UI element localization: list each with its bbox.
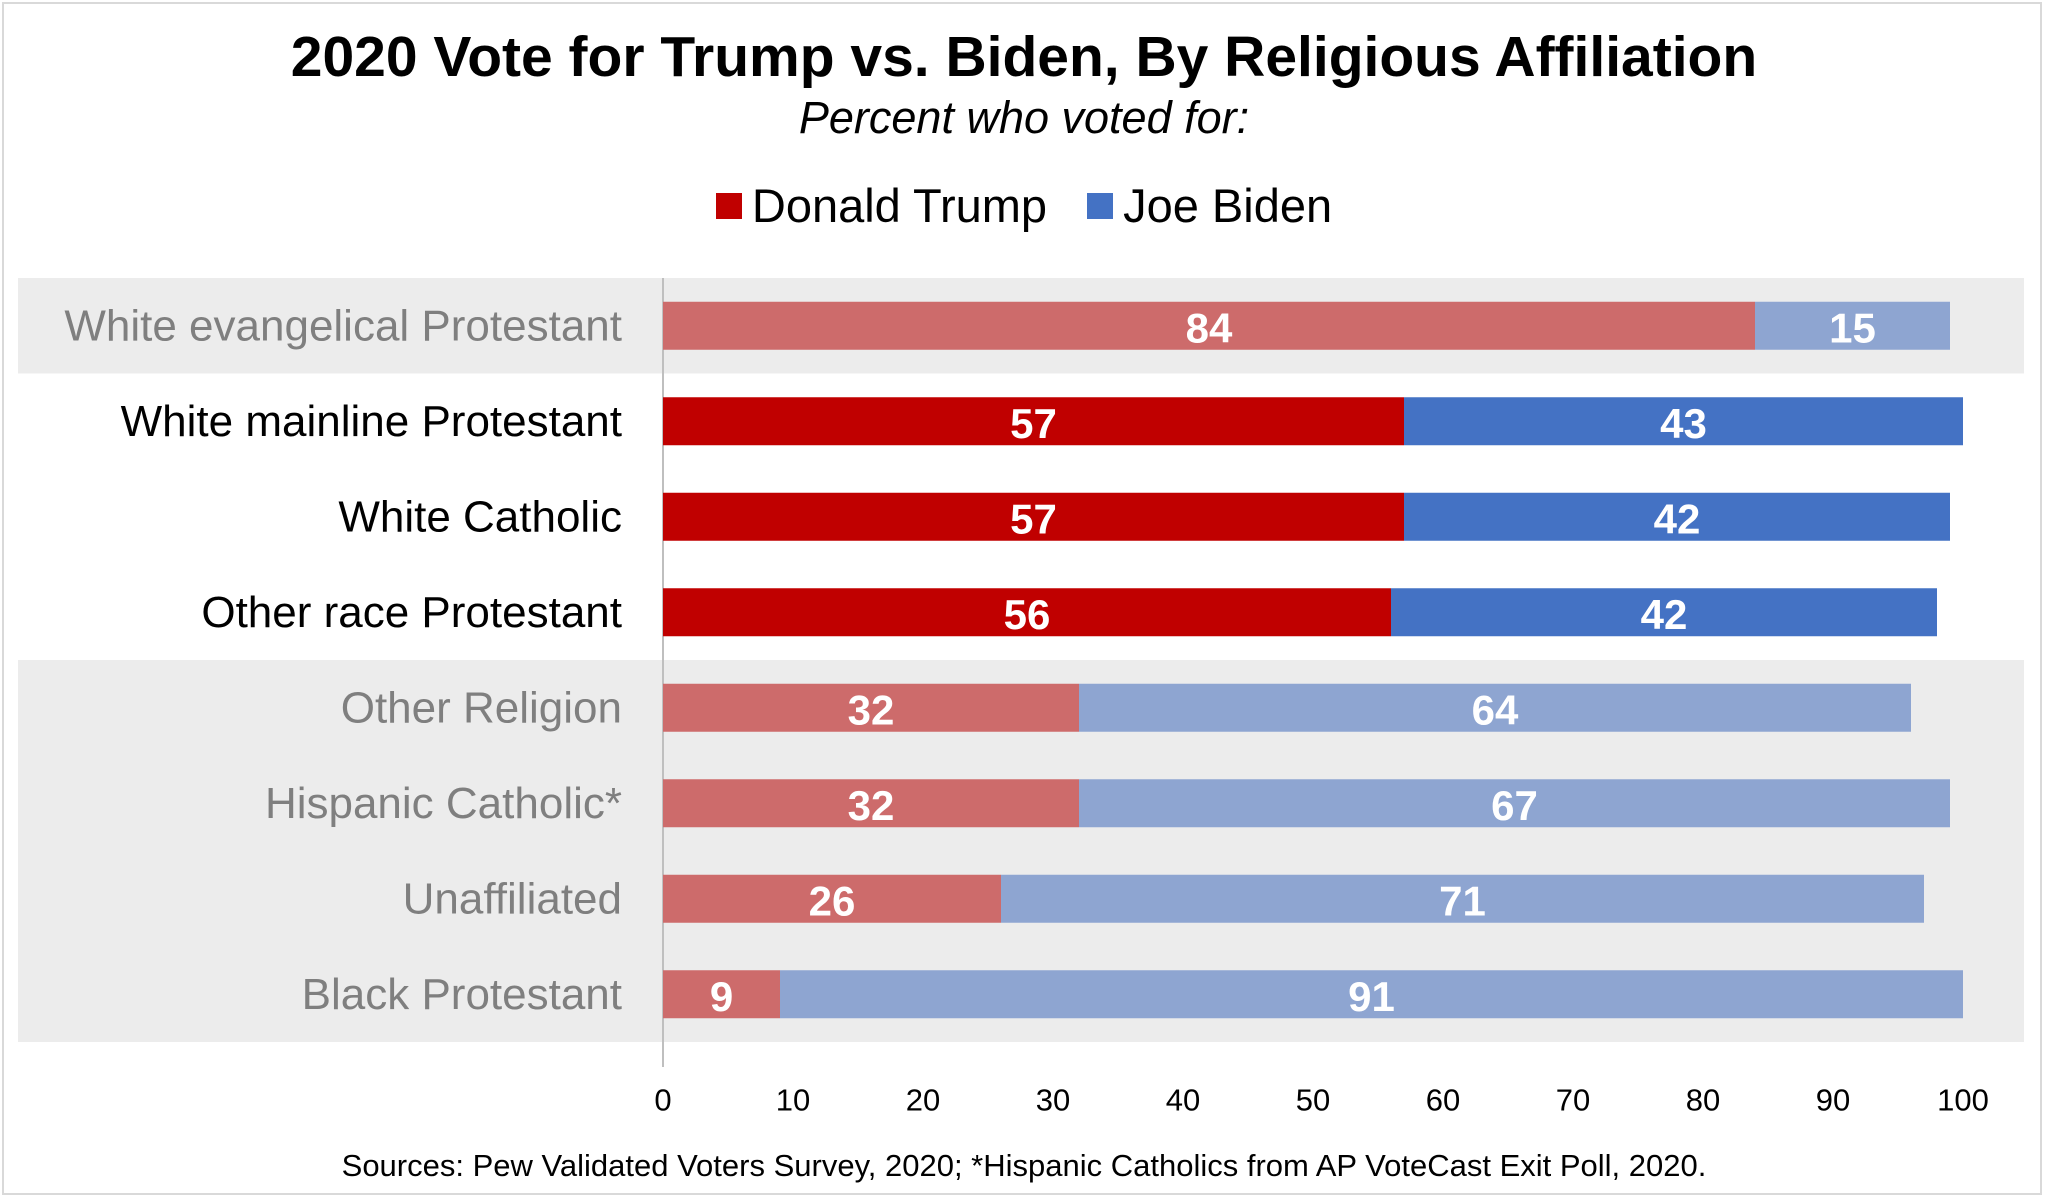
legend-item-trump: Donald Trump	[715, 178, 1048, 233]
bar-trump	[663, 397, 1404, 446]
bar-trump	[663, 970, 780, 1019]
bar-biden	[1079, 779, 1950, 828]
bar-trump	[663, 779, 1079, 828]
x-tick-label: 90	[1816, 1083, 1850, 1118]
chart-plot: White evangelical Protestant 84 15 White ma…	[18, 278, 2024, 1118]
data-label-trump: 32	[848, 686, 895, 733]
x-tick-label: 10	[776, 1083, 810, 1118]
category-label: Unaffiliated	[403, 874, 622, 923]
x-tick-label: 40	[1166, 1083, 1200, 1118]
x-tick-label: 70	[1556, 1083, 1590, 1118]
legend-label-biden: Joe Biden	[1123, 179, 1333, 232]
legend: Donald Trump Joe Biden	[0, 178, 2048, 233]
category-label: Black Protestant	[302, 970, 622, 1019]
bar-trump	[663, 301, 1755, 350]
legend-swatch-biden	[1087, 192, 1114, 219]
bar-biden	[1001, 874, 1924, 923]
chart-title: 2020 Vote for Trump vs. Biden, By Religi…	[290, 25, 1758, 89]
data-label-biden: 42	[1654, 495, 1701, 542]
x-tick-label: 30	[1036, 1083, 1070, 1118]
category-label: White Catholic	[338, 492, 622, 541]
data-label-biden: 91	[1348, 973, 1395, 1020]
data-label-biden: 15	[1829, 304, 1876, 351]
x-tick-label: 100	[1937, 1083, 1989, 1118]
data-label-trump: 57	[1010, 495, 1057, 542]
data-label-trump: 56	[1004, 591, 1051, 638]
data-label-biden: 42	[1641, 591, 1688, 638]
legend-swatch-trump	[715, 192, 742, 219]
category-label: Hispanic Catholic*	[265, 779, 622, 828]
data-label-biden: 67	[1491, 782, 1538, 829]
category-label: White mainline Protestant	[121, 397, 622, 446]
x-tick-label: 20	[906, 1083, 940, 1118]
data-label-trump: 32	[848, 782, 895, 829]
bar-trump	[663, 683, 1079, 732]
bar-biden	[1404, 397, 1963, 446]
x-tick-label: 60	[1426, 1083, 1460, 1118]
data-label-trump: 9	[710, 973, 733, 1020]
x-tick-label: 50	[1296, 1083, 1330, 1118]
chart-subtitle: Percent who voted for:	[798, 92, 1250, 143]
bar-trump	[663, 492, 1404, 541]
legend-item-biden: Joe Biden	[1087, 178, 1332, 233]
data-label-trump: 26	[809, 877, 856, 924]
bar-biden	[1404, 492, 1950, 541]
data-label-biden: 71	[1439, 877, 1486, 924]
source-note: Sources: Pew Validated Voters Survey, 20…	[341, 1148, 1707, 1183]
bar-biden	[1391, 588, 1937, 637]
category-label: Other Religion	[341, 683, 622, 732]
bar-biden	[1079, 683, 1911, 732]
legend-label-trump: Donald Trump	[751, 179, 1048, 232]
bar-trump	[663, 874, 1001, 923]
category-label: White evangelical Protestant	[64, 301, 622, 350]
data-label-trump: 84	[1186, 304, 1233, 351]
category-label: Other race Protestant	[201, 588, 622, 637]
x-tick-label: 0	[654, 1083, 671, 1118]
x-tick-label: 80	[1686, 1083, 1720, 1118]
bar-biden	[1755, 301, 1950, 350]
bar-trump	[663, 588, 1391, 637]
bar-biden	[780, 970, 1963, 1019]
data-label-biden: 43	[1660, 400, 1707, 447]
data-label-biden: 64	[1472, 686, 1519, 733]
data-label-trump: 57	[1010, 400, 1057, 447]
